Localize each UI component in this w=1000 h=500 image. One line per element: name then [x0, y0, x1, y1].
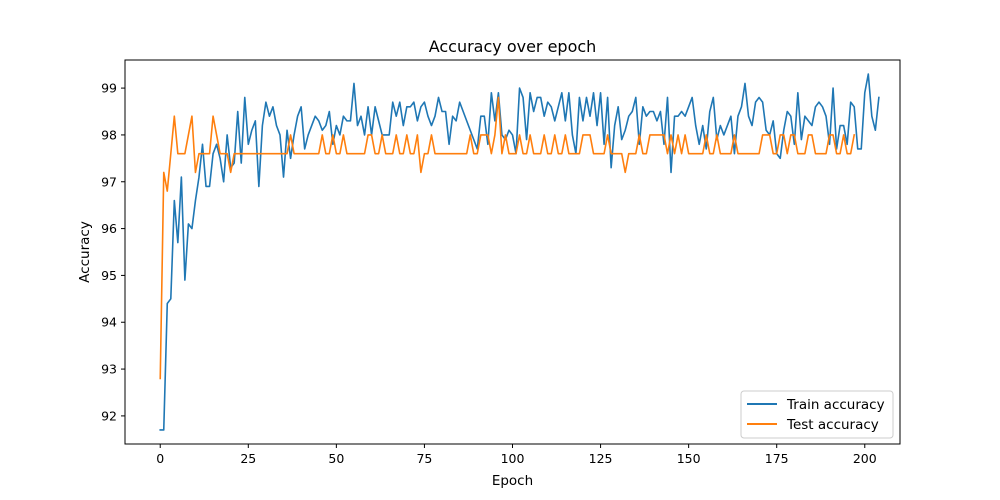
x-tick-label: 175 — [765, 451, 789, 466]
legend-label-test: Test accuracy — [786, 417, 879, 433]
x-tick-label: 50 — [328, 451, 344, 466]
x-axis-ticks: 0 25 50 75 100 125 150 175 200 — [156, 444, 877, 466]
x-tick-label: 75 — [416, 451, 432, 466]
x-tick-label: 100 — [501, 451, 525, 466]
series-layer — [159, 73, 880, 431]
y-tick-label: 94 — [101, 315, 117, 330]
x-tick-label: 150 — [677, 451, 701, 466]
y-tick-label: 96 — [101, 221, 117, 236]
series-line-train — [159, 73, 880, 431]
x-tick-label: 25 — [240, 451, 256, 466]
y-axis-ticks: 92 93 94 95 96 97 98 99 — [101, 81, 125, 423]
plot-frame — [125, 60, 900, 444]
x-tick-label: 125 — [589, 451, 613, 466]
y-axis-label: Accuracy — [77, 221, 93, 283]
legend-label-train: Train accuracy — [786, 397, 885, 413]
x-tick-label: 200 — [853, 451, 877, 466]
x-axis-label: Epoch — [492, 473, 533, 489]
y-tick-label: 93 — [101, 362, 117, 377]
chart-title: Accuracy over epoch — [429, 37, 597, 56]
y-tick-label: 92 — [101, 408, 117, 423]
x-tick-label: 0 — [156, 451, 164, 466]
legend-box — [740, 390, 894, 439]
plot-area — [124, 59, 901, 445]
legend: Train accuracy Test accuracy — [740, 390, 894, 439]
y-tick-label: 98 — [101, 127, 117, 142]
y-tick-label: 95 — [101, 268, 117, 283]
y-tick-label: 99 — [101, 81, 117, 96]
y-tick-label: 97 — [101, 174, 117, 189]
series-line-test — [159, 96, 856, 380]
